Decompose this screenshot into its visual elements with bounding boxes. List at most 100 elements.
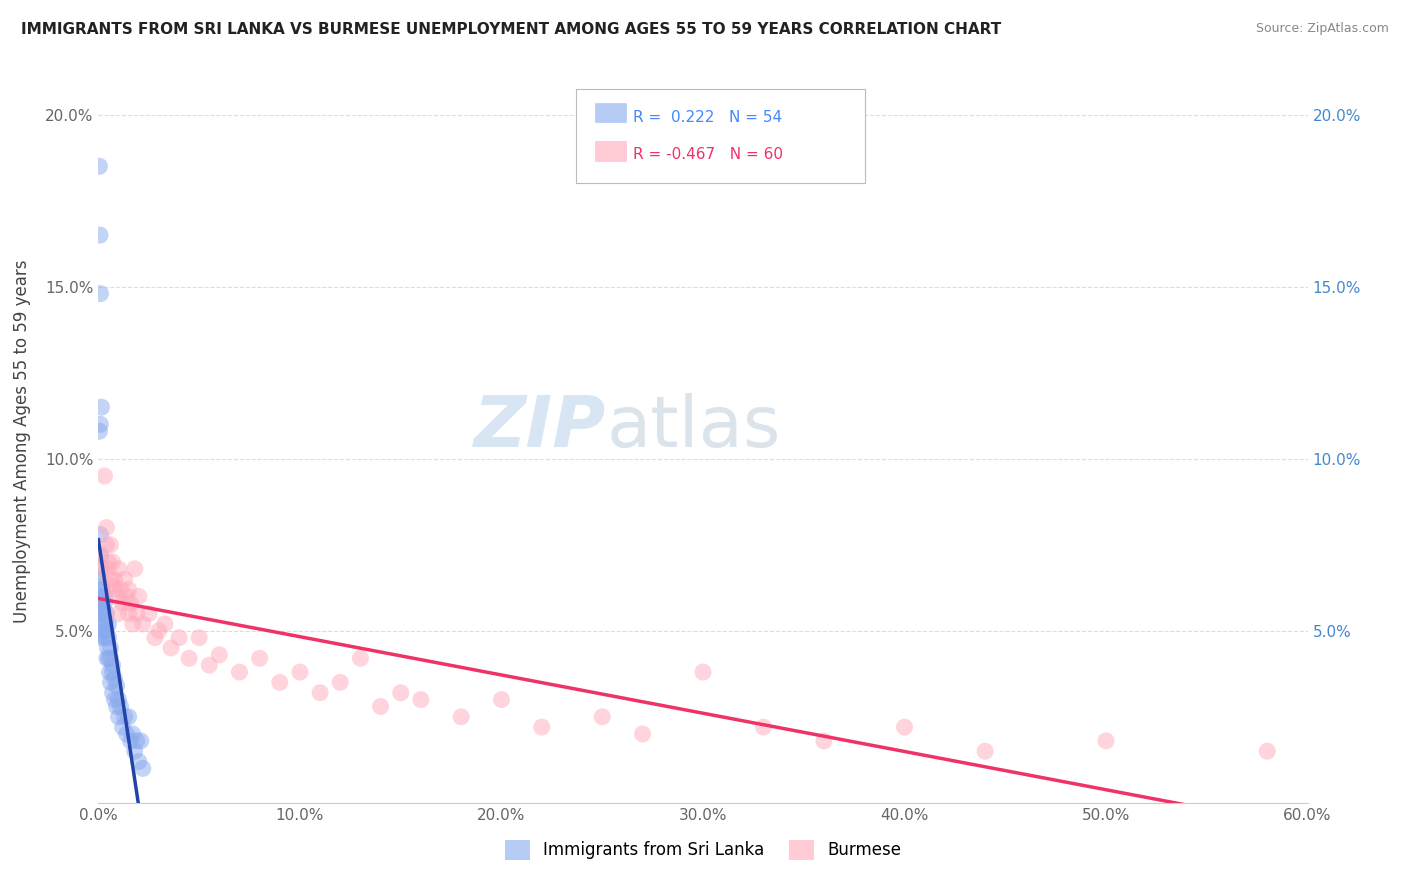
Point [100, 651, 122, 665]
Point [179, 651, 201, 665]
Text: ZIP: ZIP [474, 392, 606, 461]
Point [105, 679, 128, 693]
Point [90, 590, 112, 604]
Point [107, 562, 129, 576]
Point [89, 286, 111, 301]
Point [591, 710, 613, 724]
Point [228, 665, 250, 679]
Point [132, 616, 155, 631]
Point [114, 572, 136, 586]
Point [89, 607, 111, 621]
Point [100, 675, 122, 690]
Point [125, 734, 148, 748]
Point [89, 548, 111, 562]
Point [94, 631, 117, 645]
Point [96, 624, 118, 638]
Point [198, 658, 221, 673]
Point [90, 400, 112, 414]
Point [101, 665, 124, 679]
Point [813, 734, 835, 748]
Point [409, 692, 432, 706]
Point [167, 631, 190, 645]
Point [101, 555, 124, 569]
Point [111, 596, 134, 610]
Point [121, 616, 143, 631]
Point [107, 607, 129, 621]
Point [128, 755, 150, 769]
Point [208, 648, 231, 662]
Point [188, 631, 211, 645]
Point [96, 607, 118, 621]
Point [89, 572, 111, 586]
Point [97, 555, 120, 569]
Point [101, 658, 124, 673]
Point [143, 631, 166, 645]
Point [114, 710, 136, 724]
Point [89, 548, 111, 562]
Point [974, 744, 997, 758]
Point [96, 538, 118, 552]
Point [120, 734, 142, 748]
Point [132, 761, 155, 775]
Point [105, 590, 128, 604]
Point [111, 720, 134, 734]
Point [631, 727, 654, 741]
Text: Source: ZipAtlas.com: Source: ZipAtlas.com [1256, 22, 1389, 36]
Point [118, 582, 141, 597]
Point [329, 675, 352, 690]
Point [692, 665, 714, 679]
Point [103, 582, 125, 597]
Point [125, 607, 148, 621]
Point [90, 579, 112, 593]
Point [288, 665, 311, 679]
Point [89, 159, 111, 173]
Point [93, 590, 115, 604]
Point [97, 631, 120, 645]
Point [110, 699, 132, 714]
Point [148, 624, 170, 638]
Point [91, 582, 114, 597]
Point [124, 744, 146, 758]
Point [89, 631, 111, 645]
Point [105, 699, 128, 714]
Point [97, 616, 120, 631]
Point [100, 640, 122, 655]
Point [153, 616, 176, 631]
Point [91, 596, 114, 610]
Point [349, 651, 371, 665]
Text: R = -0.467   N = 60: R = -0.467 N = 60 [633, 147, 783, 162]
Point [101, 686, 124, 700]
Point [110, 582, 132, 597]
Point [389, 686, 412, 700]
Point [118, 607, 141, 621]
Point [138, 607, 160, 621]
Point [100, 538, 122, 552]
Point [450, 710, 472, 724]
Point [752, 720, 775, 734]
Text: atlas: atlas [606, 392, 780, 461]
Point [96, 651, 118, 665]
Point [124, 562, 146, 576]
Point [91, 562, 114, 576]
Point [93, 614, 115, 628]
Point [93, 469, 115, 483]
Point [118, 710, 141, 724]
Point [103, 572, 125, 586]
Text: IMMIGRANTS FROM SRI LANKA VS BURMESE UNEMPLOYMENT AMONG AGES 55 TO 59 YEARS CORR: IMMIGRANTS FROM SRI LANKA VS BURMESE UNE… [21, 22, 1001, 37]
Point [107, 710, 129, 724]
Point [1256, 744, 1278, 758]
Legend: Immigrants from Sri Lanka, Burmese: Immigrants from Sri Lanka, Burmese [498, 833, 908, 867]
Point [89, 562, 111, 576]
Point [93, 624, 115, 638]
Point [115, 590, 138, 604]
Point [96, 520, 118, 534]
Point [893, 720, 915, 734]
Point [121, 727, 143, 741]
Point [309, 686, 332, 700]
Point [97, 562, 120, 576]
Point [115, 727, 138, 741]
Point [98, 665, 121, 679]
Point [93, 616, 115, 631]
Point [91, 603, 114, 617]
Point [370, 699, 392, 714]
